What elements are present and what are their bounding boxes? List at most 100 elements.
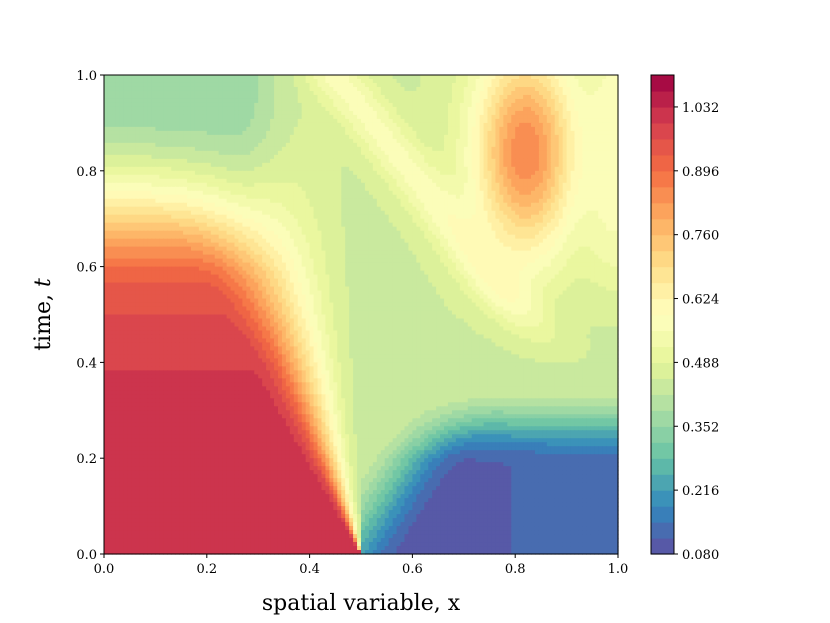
contour-cell xyxy=(223,211,228,216)
contour-cell xyxy=(460,115,465,120)
contour-cell xyxy=(527,107,532,112)
contour-cell xyxy=(515,199,520,204)
contour-cell xyxy=(404,123,409,128)
contour-cell xyxy=(215,95,220,100)
contour-cell xyxy=(163,83,168,88)
contour-cell xyxy=(341,199,346,204)
contour-cell xyxy=(128,171,133,176)
contour-cell xyxy=(187,219,192,224)
contour-cell xyxy=(329,91,334,96)
contour-cell xyxy=(519,135,524,140)
contour-cell xyxy=(234,175,239,180)
contour-cell xyxy=(274,211,279,216)
contour-cell xyxy=(551,115,556,120)
contour-cell xyxy=(519,171,524,176)
contour-cell xyxy=(535,135,540,140)
contour-cell xyxy=(464,195,469,200)
contour-cell xyxy=(515,135,520,140)
contour-cell xyxy=(559,171,564,176)
contour-cell xyxy=(306,211,311,216)
contour-cell xyxy=(231,227,236,232)
contour-cell xyxy=(420,171,425,176)
contour-cell xyxy=(132,79,137,84)
contour-cell xyxy=(369,203,374,208)
contour-cell xyxy=(242,143,247,148)
contour-cell xyxy=(397,163,402,168)
contour-cell xyxy=(155,183,160,188)
contour-cell xyxy=(112,139,117,144)
contour-cell xyxy=(480,83,485,88)
contour-cell xyxy=(298,223,303,228)
contour-cell xyxy=(175,99,180,104)
contour-cell xyxy=(136,207,141,212)
contour-cell xyxy=(231,151,236,156)
contour-cell xyxy=(499,171,504,176)
contour-cell xyxy=(199,79,204,84)
contour-cell xyxy=(393,123,398,128)
contour-cell xyxy=(571,107,576,112)
contour-cell xyxy=(503,75,508,80)
contour-cell xyxy=(385,195,390,200)
contour-cell xyxy=(353,179,358,184)
contour-cell xyxy=(302,219,307,224)
contour-cell xyxy=(124,119,129,124)
contour-cell xyxy=(389,123,394,128)
contour-cell xyxy=(310,135,315,140)
contour-cell xyxy=(567,211,572,216)
contour-cell xyxy=(555,103,560,108)
contour-cell xyxy=(258,111,263,116)
contour-cell xyxy=(412,203,417,208)
contour-cell xyxy=(567,199,572,204)
contour-cell xyxy=(381,203,386,208)
contour-cell xyxy=(385,107,390,112)
contour-cell xyxy=(523,143,528,148)
contour-cell xyxy=(314,179,319,184)
contour-cell xyxy=(227,187,232,192)
contour-cell xyxy=(582,195,587,200)
contour-cell xyxy=(578,155,583,160)
contour-cell xyxy=(594,83,599,88)
contour-cell xyxy=(191,203,196,208)
contour-cell xyxy=(219,215,224,220)
contour-cell xyxy=(187,139,192,144)
contour-cell xyxy=(128,199,133,204)
contour-cell xyxy=(563,195,568,200)
contour-cell xyxy=(535,75,540,80)
contour-cell xyxy=(195,75,200,80)
contour-cell xyxy=(567,107,572,112)
contour-cell xyxy=(440,91,445,96)
contour-cell xyxy=(488,183,493,188)
contour-cell xyxy=(499,203,504,208)
contour-cell xyxy=(246,103,251,108)
contour-cell xyxy=(448,151,453,156)
contour-cell xyxy=(499,215,504,220)
contour-cell xyxy=(207,151,212,156)
contour-cell xyxy=(187,147,192,152)
contour-cell xyxy=(128,99,133,104)
contour-cell xyxy=(432,171,437,176)
contour-cell xyxy=(278,143,283,148)
contour-cell xyxy=(254,139,259,144)
contour-cell xyxy=(515,91,520,96)
contour-cell xyxy=(484,195,489,200)
contour-cell xyxy=(586,103,591,108)
contour-cell xyxy=(258,195,263,200)
contour-cell xyxy=(337,167,342,172)
contour-cell xyxy=(551,135,556,140)
contour-cell xyxy=(179,155,184,160)
contour-cell xyxy=(306,83,311,88)
contour-cell xyxy=(199,119,204,124)
contour-cell xyxy=(602,91,607,96)
contour-cell xyxy=(357,75,362,80)
contour-cell xyxy=(598,131,603,136)
contour-cell xyxy=(116,127,121,132)
contour-cell xyxy=(523,207,528,212)
contour-cell xyxy=(555,139,560,144)
contour-cell xyxy=(468,195,473,200)
contour-cell xyxy=(199,131,204,136)
contour-cell xyxy=(361,83,366,88)
contour-cell xyxy=(476,151,481,156)
contour-cell xyxy=(171,175,176,180)
contour-cell xyxy=(511,119,516,124)
contour-cell xyxy=(464,199,469,204)
